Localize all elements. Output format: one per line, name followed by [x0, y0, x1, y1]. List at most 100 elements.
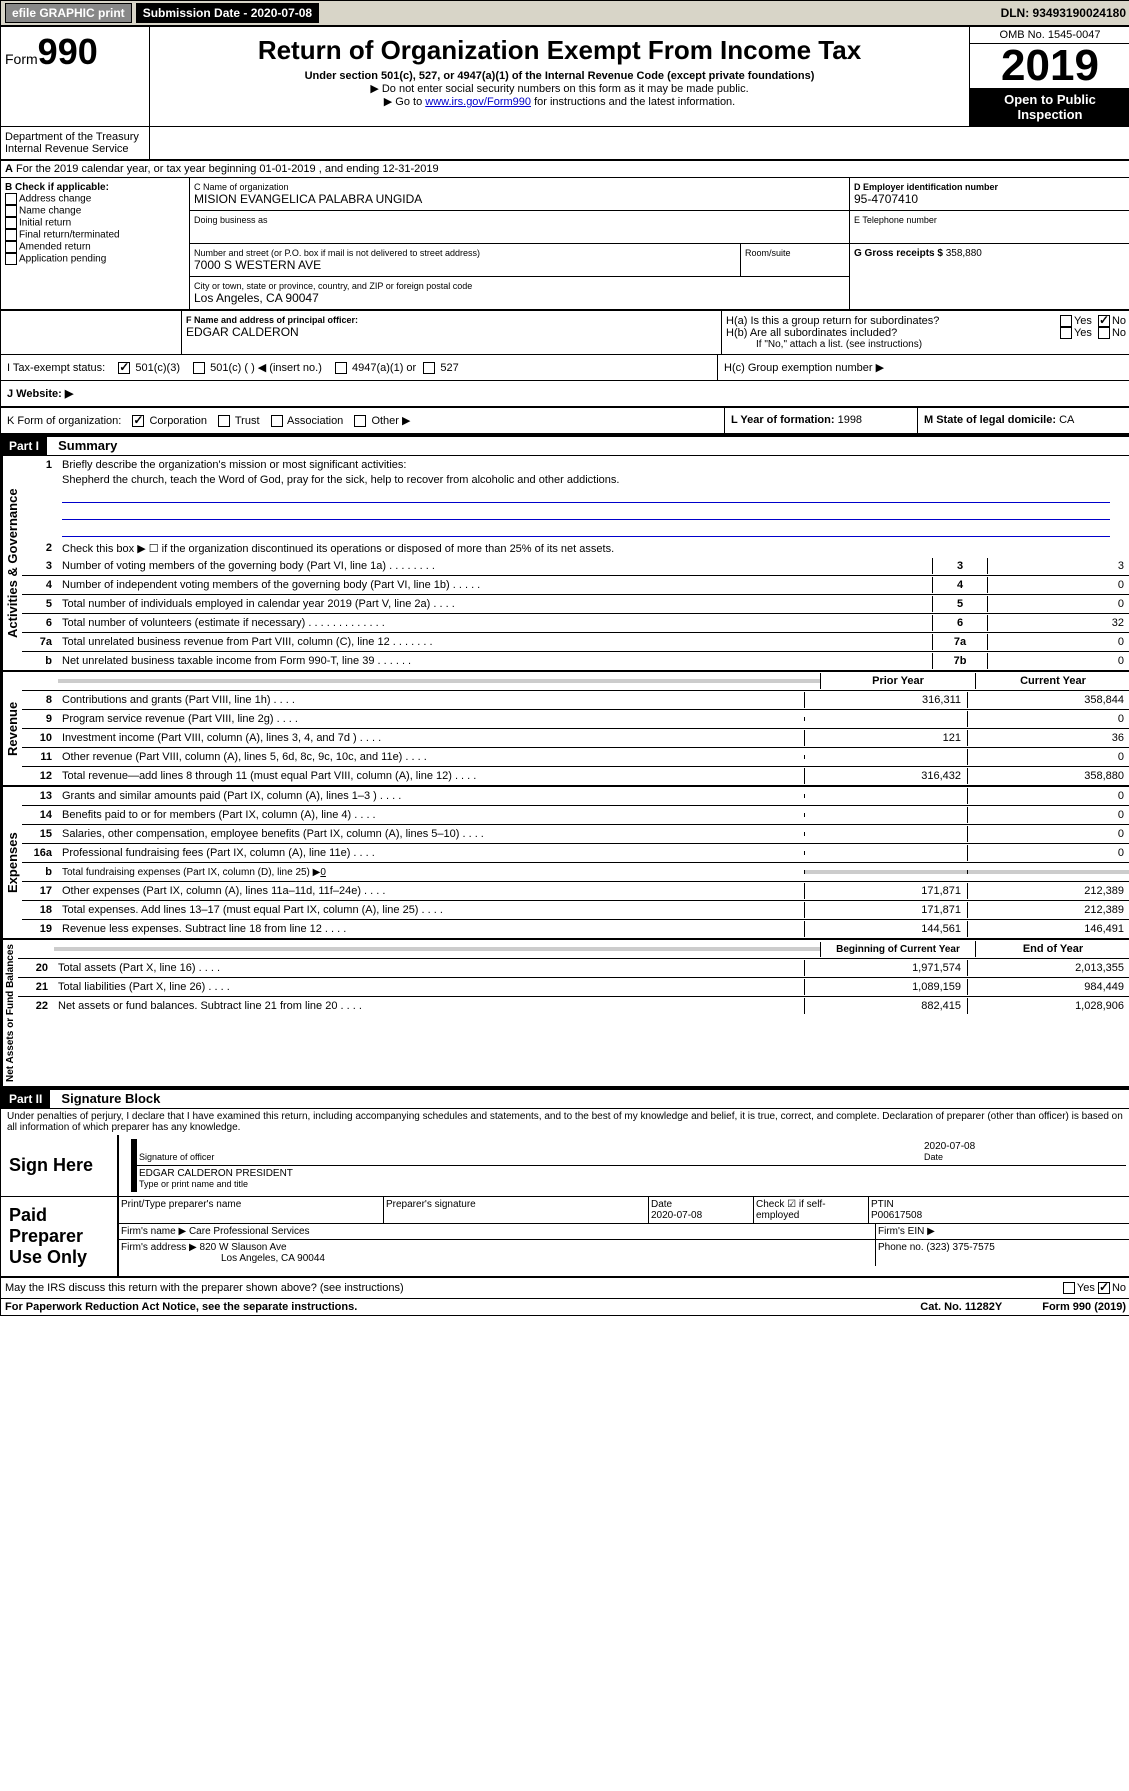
line-10-current: 36 [967, 730, 1129, 746]
top-bar: efile GRAPHIC print Submission Date - 20… [1, 1, 1129, 27]
line-19-current: 146,491 [967, 921, 1129, 937]
line-20-prior: 1,971,574 [804, 960, 967, 976]
dba-label: Doing business as [194, 215, 845, 225]
name-change-checkbox[interactable] [5, 205, 17, 217]
discuss-no-checkbox[interactable] [1098, 1282, 1110, 1294]
hc-label: H(c) Group exemption number ▶ [724, 362, 884, 374]
discuss-text: May the IRS discuss this return with the… [5, 1282, 404, 1294]
org-name-label: C Name of organization [194, 182, 845, 192]
final-return-checkbox[interactable] [5, 229, 17, 241]
current-year-header: Current Year [975, 673, 1129, 689]
line-15-prior [804, 832, 967, 836]
line-9-prior [804, 717, 967, 721]
firm-phone: (323) 375-7575 [926, 1242, 994, 1253]
domicile-label: M State of legal domicile: [924, 414, 1056, 426]
ein-label: D Employer identification number [854, 182, 1126, 192]
form-title: Return of Organization Exempt From Incom… [154, 35, 965, 66]
year-formation-value: 1998 [838, 414, 862, 426]
line-5-value: 0 [987, 596, 1129, 612]
irs-link[interactable]: www.irs.gov/Form990 [425, 96, 531, 108]
line-3-value: 3 [987, 558, 1129, 574]
prep-date: 2020-07-08 [651, 1210, 751, 1221]
line-20-current: 2,013,355 [967, 960, 1129, 976]
ssn-note: ▶ Do not enter social security numbers o… [154, 82, 965, 95]
4947-checkbox[interactable] [335, 362, 347, 374]
initial-return-checkbox[interactable] [5, 217, 17, 229]
discuss-yes-checkbox[interactable] [1063, 1282, 1075, 1294]
cat-number: Cat. No. 11282Y [920, 1301, 1002, 1313]
form-label: Form [5, 51, 38, 67]
line-16a-text: Professional fundraising fees (Part IX, … [58, 845, 804, 861]
ptin-value: P00617508 [871, 1210, 1128, 1221]
corporation-checkbox[interactable] [132, 415, 144, 427]
line-6-text: Total number of volunteers (estimate if … [58, 615, 932, 631]
line-9-current: 0 [967, 711, 1129, 727]
ha-no-checkbox[interactable] [1098, 315, 1110, 327]
name-title-label: Type or print name and title [139, 1179, 1124, 1189]
ha-yes-checkbox[interactable] [1060, 315, 1072, 327]
form-subtitle: Under section 501(c), 527, or 4947(a)(1)… [154, 70, 965, 82]
form-footer: Form 990 (2019) [1042, 1301, 1126, 1313]
hb-no-checkbox[interactable] [1098, 327, 1110, 339]
527-checkbox[interactable] [423, 362, 435, 374]
sign-here-label: Sign Here [1, 1135, 117, 1196]
gross-receipts-label: G Gross receipts $ [854, 248, 943, 259]
hb-yes-checkbox[interactable] [1060, 327, 1072, 339]
mission-text: Shepherd the church, teach the Word of G… [62, 474, 1110, 486]
501c3-checkbox[interactable] [118, 362, 130, 374]
paid-preparer-label: Paid Preparer Use Only [1, 1197, 117, 1276]
line-20-text: Total assets (Part X, line 16) . . . . [54, 960, 804, 976]
line-12-prior: 316,432 [804, 768, 967, 784]
line-18-prior: 171,871 [804, 902, 967, 918]
line-13-prior [804, 794, 967, 798]
paperwork-notice: For Paperwork Reduction Act Notice, see … [5, 1301, 357, 1313]
other-checkbox[interactable] [354, 415, 366, 427]
firm-addr1: 820 W Slauson Ave [200, 1242, 287, 1253]
line-10-prior: 121 [804, 730, 967, 746]
date-label: Date [924, 1152, 1124, 1162]
tax-period-row: A For the 2019 calendar year, or tax yea… [1, 161, 1129, 178]
phone-label: E Telephone number [854, 215, 1126, 225]
line-4-value: 0 [987, 577, 1129, 593]
box-b-label: B Check if applicable: [5, 182, 185, 193]
trust-checkbox[interactable] [218, 415, 230, 427]
line-10-text: Investment income (Part VIII, column (A)… [58, 730, 804, 746]
end-year-header: End of Year [975, 941, 1129, 957]
goto-note: ▶ Go to www.irs.gov/Form990 for instruct… [154, 95, 965, 108]
line-17-text: Other expenses (Part IX, column (A), lin… [58, 883, 804, 899]
line-17-current: 212,389 [967, 883, 1129, 899]
efile-button[interactable]: efile GRAPHIC print [5, 3, 132, 23]
ein-value: 95-4707410 [854, 192, 1126, 206]
line-12-text: Total revenue—add lines 8 through 11 (mu… [58, 768, 804, 784]
officer-name-title: EDGAR CALDERON PRESIDENT [139, 1168, 1124, 1179]
line-21-text: Total liabilities (Part X, line 26) . . … [54, 979, 804, 995]
department-label: Department of the Treasury Internal Reve… [1, 127, 150, 159]
501c-checkbox[interactable] [193, 362, 205, 374]
line-15-text: Salaries, other compensation, employee b… [58, 826, 804, 842]
revenue-label: Revenue [1, 672, 22, 785]
tax-exempt-label: I Tax-exempt status: [7, 362, 105, 374]
addr-label: Number and street (or P.O. box if mail i… [194, 248, 736, 258]
line-18-current: 212,389 [967, 902, 1129, 918]
line-5-text: Total number of individuals employed in … [58, 596, 932, 612]
line-8-text: Contributions and grants (Part VIII, lin… [58, 692, 804, 708]
line-1-text: Briefly describe the organization's miss… [58, 457, 1129, 473]
begin-year-header: Beginning of Current Year [820, 942, 975, 957]
open-public-badge: Open to Public Inspection [970, 88, 1129, 126]
line-2-text: Check this box ▶ ☐ if the organization d… [58, 540, 1129, 557]
ha-label: H(a) Is this a group return for subordin… [726, 315, 1060, 327]
amended-return-checkbox[interactable] [5, 241, 17, 253]
line-15-current: 0 [967, 826, 1129, 842]
room-label: Room/suite [745, 248, 845, 258]
address-change-checkbox[interactable] [5, 193, 17, 205]
submission-date-button[interactable]: Submission Date - 2020-07-08 [136, 3, 319, 23]
dln-label: DLN: 93493190024180 [1001, 6, 1126, 20]
application-pending-checkbox[interactable] [5, 253, 17, 265]
line-11-current: 0 [967, 749, 1129, 765]
prior-year-header: Prior Year [820, 673, 975, 689]
city-state-zip: Los Angeles, CA 90047 [194, 291, 845, 305]
firm-name: Care Professional Services [189, 1226, 310, 1237]
line-16b-text: Total fundraising expenses (Part IX, col… [58, 865, 804, 880]
expenses-label: Expenses [1, 787, 22, 938]
association-checkbox[interactable] [271, 415, 283, 427]
